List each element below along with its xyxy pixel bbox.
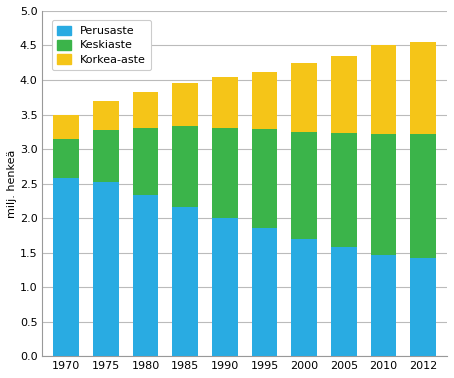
Bar [370, 45, 396, 134]
Bar [133, 92, 158, 128]
Bar [331, 56, 357, 133]
Bar [370, 134, 396, 255]
Bar [53, 139, 79, 178]
Bar [212, 218, 238, 356]
Bar [331, 133, 357, 247]
Bar [93, 182, 118, 356]
Bar [291, 132, 317, 239]
Bar [410, 258, 436, 356]
Bar [252, 72, 277, 129]
Bar [212, 128, 238, 218]
Legend: Perusaste, Keskiaste, Korkea-aste: Perusaste, Keskiaste, Korkea-aste [52, 20, 151, 70]
Bar [410, 134, 436, 258]
Bar [410, 42, 436, 134]
Bar [212, 76, 238, 128]
Y-axis label: milj. henkeä: milj. henkeä [7, 149, 17, 218]
Bar [133, 195, 158, 356]
Bar [93, 130, 118, 182]
Bar [291, 239, 317, 356]
Bar [172, 83, 198, 126]
Bar [93, 101, 118, 130]
Bar [252, 228, 277, 356]
Bar [172, 207, 198, 356]
Bar [53, 178, 79, 356]
Bar [133, 128, 158, 195]
Bar [53, 115, 79, 139]
Bar [172, 126, 198, 207]
Bar [291, 63, 317, 132]
Bar [370, 255, 396, 356]
Bar [252, 129, 277, 228]
Bar [331, 247, 357, 356]
